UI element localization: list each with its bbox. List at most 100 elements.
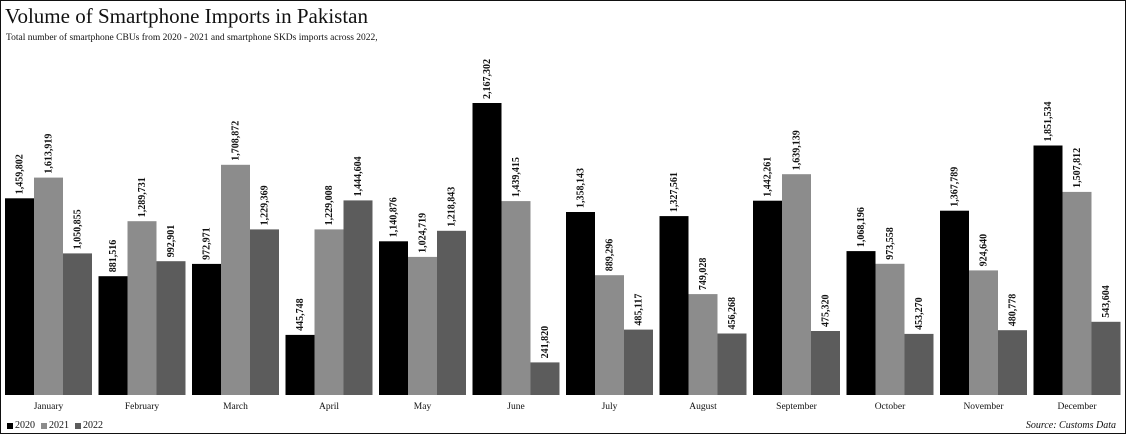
value-label-2022-june: 241,820	[540, 326, 551, 359]
value-label-2020-january: 1,459,802	[15, 154, 26, 194]
bar-layer	[5, 103, 1121, 395]
value-label-2022-may: 1,218,843	[447, 187, 458, 227]
value-label-2021-october: 973,558	[885, 227, 896, 260]
value-label-2020-february: 881,516	[108, 240, 119, 273]
value-label-2021-may: 1,024,719	[418, 213, 429, 253]
bar-2022-august	[717, 333, 747, 395]
value-label-2022-march: 1,229,369	[260, 185, 271, 225]
bar-2020-october	[846, 251, 876, 395]
bar-2021-january	[34, 177, 63, 395]
bar-2022-december	[1091, 321, 1121, 395]
bar-2021-march	[221, 164, 250, 395]
category-label-january: January	[34, 402, 64, 412]
bar-2022-september	[811, 331, 840, 395]
bar-2022-may	[437, 230, 466, 395]
category-label-november: November	[963, 402, 1004, 412]
bar-2021-may	[408, 256, 437, 395]
bar-2020-january	[5, 198, 34, 395]
value-label-2022-december: 543,604	[1101, 285, 1112, 318]
bar-2020-may	[379, 241, 408, 395]
value-label-2021-july: 889,296	[605, 239, 616, 272]
bar-2021-february	[127, 221, 157, 395]
value-label-2022-april: 1,444,604	[353, 156, 364, 196]
bar-2022-october	[904, 333, 934, 395]
bar-2022-june	[530, 362, 560, 395]
value-label-2020-october: 1,068,196	[856, 207, 867, 247]
bar-2022-april	[343, 200, 373, 395]
bar-2021-july	[595, 275, 624, 395]
value-label-2022-july: 485,117	[634, 294, 645, 326]
value-label-2021-september: 1,639,139	[792, 130, 803, 170]
bar-2020-june	[472, 103, 502, 395]
value-label-2021-november: 924,640	[979, 234, 990, 267]
chart-title: Volume of Smartphone Imports in Pakistan	[5, 4, 368, 28]
legend-item-2022: 2022	[75, 420, 103, 431]
category-label-october: October	[875, 402, 906, 412]
value-label-2021-january: 1,613,919	[44, 134, 55, 174]
bar-2021-december	[1062, 191, 1092, 395]
value-label-2022-november: 480,778	[1008, 294, 1019, 327]
bar-2020-february	[98, 276, 128, 395]
bar-2020-august	[659, 216, 689, 395]
bar-2022-march	[250, 229, 279, 395]
bar-2020-march	[192, 263, 221, 395]
bar-2022-february	[156, 261, 186, 395]
bar-2020-july	[566, 212, 595, 395]
legend-label-2022: 2022	[83, 420, 103, 431]
legend: 2020 2021 2022	[7, 420, 103, 431]
legend-item-2020: 2020	[7, 420, 35, 431]
value-label-layer: 1,459,802 1,613,919 1,050,855 881,516 1,289,…	[15, 59, 1113, 358]
value-label-2020-june: 2,167,302	[482, 59, 493, 99]
bar-2021-november	[969, 270, 998, 395]
bar-2020-september	[753, 200, 782, 395]
bar-2020-december	[1033, 145, 1063, 395]
legend-swatch-2021	[41, 422, 47, 429]
value-label-2021-april: 1,229,008	[324, 185, 335, 225]
legend-item-2021: 2021	[41, 420, 69, 431]
category-label-march: March	[223, 402, 248, 412]
category-label-april: April	[319, 402, 339, 412]
legend-swatch-2022	[75, 422, 81, 429]
bar-2021-april	[314, 229, 344, 395]
category-label-september: September	[776, 402, 817, 412]
value-label-2020-august: 1,327,561	[669, 172, 680, 212]
legend-swatch-2020	[7, 422, 13, 429]
value-label-2022-august: 456,268	[727, 297, 738, 330]
value-label-2022-january: 1,050,855	[73, 209, 84, 249]
value-label-2021-march: 1,708,872	[231, 121, 242, 161]
value-label-2020-september: 1,442,261	[763, 157, 774, 197]
bar-2021-september	[782, 174, 811, 395]
category-label-july: July	[602, 402, 618, 412]
value-label-2022-february: 992,901	[166, 225, 177, 258]
bar-2020-november	[940, 210, 969, 395]
bar-2022-january	[63, 253, 92, 395]
value-label-2020-december: 1,851,534	[1043, 102, 1054, 142]
category-label-december: December	[1057, 402, 1097, 412]
value-label-2021-august: 749,028	[698, 258, 709, 291]
category-label-august: August	[689, 402, 717, 412]
value-label-2022-october: 453,270	[914, 297, 925, 330]
category-label-layer: January February March April May June July Augu…	[34, 402, 1098, 412]
legend-label-2020: 2020	[15, 420, 35, 431]
value-label-2021-june: 1,439,415	[511, 157, 522, 197]
bar-2021-october	[875, 263, 905, 395]
source-note: Source: Customs Data	[1025, 420, 1116, 431]
bar-2020-april	[285, 334, 315, 395]
value-label-2020-november: 1,367,789	[950, 167, 961, 207]
value-label-2022-september: 475,320	[821, 295, 832, 328]
bar-2021-august	[688, 294, 718, 395]
bar-2021-june	[501, 201, 531, 395]
value-label-2020-july: 1,358,143	[576, 168, 587, 208]
value-label-2020-april: 445,748	[295, 298, 306, 331]
value-label-2020-march: 972,971	[202, 227, 213, 260]
category-label-june: June	[507, 402, 524, 412]
bar-2022-july	[624, 329, 653, 395]
value-label-2021-february: 1,289,731	[137, 177, 148, 217]
chart-subtitle: Total number of smartphone CBUs from 202…	[6, 33, 378, 43]
legend-label-2021: 2021	[49, 420, 69, 431]
bar-2022-november	[998, 330, 1027, 395]
category-label-february: February	[125, 402, 160, 412]
category-label-may: May	[414, 402, 432, 412]
